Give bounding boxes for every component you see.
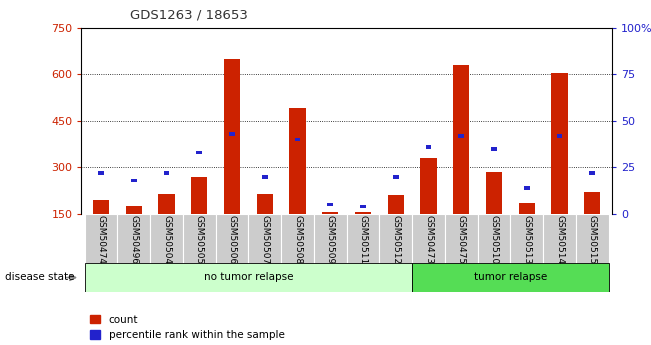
- Text: GSM50513: GSM50513: [522, 215, 531, 265]
- Bar: [314, 214, 346, 264]
- Bar: [229, 132, 235, 136]
- Bar: [557, 134, 562, 138]
- Text: GSM50474: GSM50474: [96, 215, 105, 264]
- Bar: [445, 214, 478, 264]
- Bar: [421, 158, 437, 214]
- Bar: [491, 147, 497, 150]
- Bar: [584, 192, 600, 214]
- Bar: [163, 171, 169, 175]
- Bar: [262, 175, 268, 178]
- Bar: [380, 214, 412, 264]
- Bar: [281, 214, 314, 264]
- Bar: [183, 214, 215, 264]
- Text: disease state: disease state: [5, 273, 75, 282]
- Bar: [576, 214, 609, 264]
- Bar: [93, 200, 109, 214]
- Text: GSM50509: GSM50509: [326, 215, 335, 265]
- Bar: [486, 172, 502, 214]
- Bar: [453, 65, 469, 214]
- Text: tumor relapse: tumor relapse: [474, 273, 547, 282]
- Bar: [215, 214, 249, 264]
- Bar: [150, 214, 183, 264]
- Bar: [85, 214, 117, 264]
- Bar: [197, 150, 202, 154]
- Bar: [524, 186, 530, 190]
- Bar: [191, 177, 208, 214]
- Bar: [387, 195, 404, 214]
- Bar: [126, 206, 142, 214]
- Bar: [117, 214, 150, 264]
- Text: GSM50508: GSM50508: [293, 215, 302, 265]
- Text: GSM50505: GSM50505: [195, 215, 204, 265]
- Bar: [426, 145, 432, 149]
- Text: GSM50504: GSM50504: [162, 215, 171, 265]
- Bar: [412, 263, 609, 292]
- Bar: [543, 214, 576, 264]
- Bar: [355, 212, 371, 214]
- Text: GSM50507: GSM50507: [260, 215, 270, 265]
- Bar: [589, 171, 595, 175]
- Text: GSM50510: GSM50510: [490, 215, 499, 265]
- Bar: [458, 134, 464, 138]
- Bar: [478, 214, 510, 264]
- Bar: [393, 175, 398, 178]
- Text: GDS1263 / 18653: GDS1263 / 18653: [130, 9, 248, 22]
- Text: GSM50512: GSM50512: [391, 215, 400, 265]
- Bar: [322, 212, 339, 214]
- Bar: [256, 194, 273, 214]
- Text: GSM50515: GSM50515: [588, 215, 597, 265]
- Bar: [510, 214, 543, 264]
- Text: GSM50473: GSM50473: [424, 215, 433, 265]
- Bar: [224, 59, 240, 214]
- Bar: [412, 214, 445, 264]
- Text: GSM50475: GSM50475: [457, 215, 465, 265]
- Bar: [289, 108, 306, 214]
- Bar: [347, 214, 380, 264]
- Bar: [158, 194, 174, 214]
- Bar: [519, 203, 535, 214]
- Text: GSM50514: GSM50514: [555, 215, 564, 265]
- Bar: [98, 171, 104, 175]
- Bar: [327, 203, 333, 206]
- Text: GSM50506: GSM50506: [228, 215, 236, 265]
- Text: GSM50496: GSM50496: [130, 215, 138, 265]
- Bar: [131, 178, 137, 182]
- Bar: [551, 72, 568, 214]
- Bar: [85, 263, 412, 292]
- Text: no tumor relapse: no tumor relapse: [204, 273, 293, 282]
- Bar: [295, 138, 301, 141]
- Legend: count, percentile rank within the sample: count, percentile rank within the sample: [90, 315, 284, 340]
- Bar: [249, 214, 281, 264]
- Text: GSM50511: GSM50511: [359, 215, 368, 265]
- Bar: [360, 205, 366, 208]
